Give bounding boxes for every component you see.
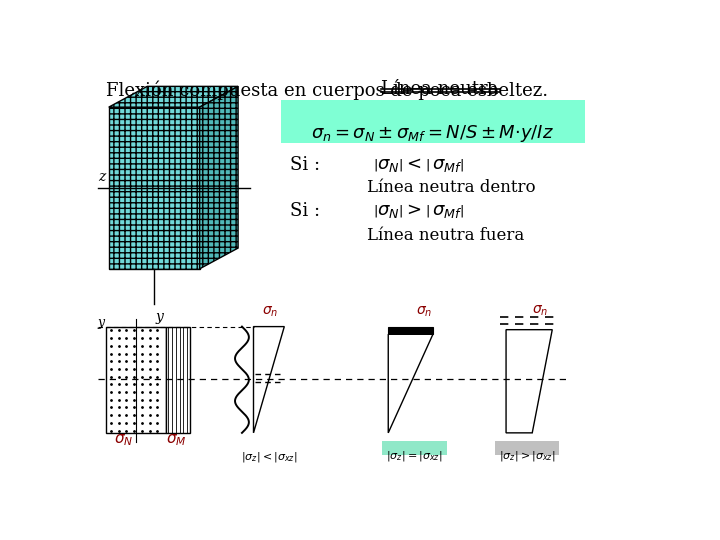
Text: Línea neutra dentro: Línea neutra dentro — [367, 179, 536, 196]
Text: $\sigma_n$: $\sigma_n$ — [262, 305, 279, 320]
Polygon shape — [388, 334, 433, 433]
Bar — [106, 327, 166, 433]
Text: $|\sigma_z|>|\sigma_{xz}|$: $|\sigma_z|>|\sigma_{xz}|$ — [498, 449, 555, 463]
Polygon shape — [109, 86, 238, 107]
Text: $\sigma_n$: $\sigma_n$ — [532, 303, 548, 318]
Text: Si :: Si : — [290, 202, 320, 220]
Bar — [166, 327, 190, 433]
Polygon shape — [199, 86, 238, 269]
Text: y: y — [156, 309, 163, 323]
Text: $\sigma_n$: $\sigma_n$ — [416, 305, 433, 320]
Text: $|\sigma_z|=|\sigma_{xz}|$: $|\sigma_z|=|\sigma_{xz}|$ — [386, 449, 443, 463]
Polygon shape — [506, 330, 552, 433]
Text: Flexión compuesta en cuerpos de poca esbeltez.: Flexión compuesta en cuerpos de poca esb… — [106, 80, 559, 100]
FancyBboxPatch shape — [495, 441, 559, 455]
Text: Línea neutra fuera: Línea neutra fuera — [367, 226, 525, 244]
FancyBboxPatch shape — [382, 441, 447, 455]
FancyBboxPatch shape — [282, 100, 585, 143]
Text: $|\sigma_z| < |\sigma_{xz}|$: $|\sigma_z| < |\sigma_{xz}|$ — [240, 450, 297, 464]
Text: Línea neutra: Línea neutra — [381, 80, 498, 98]
Text: y: y — [98, 316, 105, 329]
Text: z: z — [98, 170, 105, 184]
Polygon shape — [109, 107, 199, 269]
Polygon shape — [253, 327, 284, 433]
Text: $\sigma_N$: $\sigma_N$ — [114, 433, 134, 448]
Text: $\left|\sigma_N\right| < \left|\,\sigma_{Mf}\right|$: $\left|\sigma_N\right| < \left|\,\sigma_… — [373, 156, 464, 174]
Text: $\left|\sigma_N\right| > \left|\,\sigma_{Mf}\right|$: $\left|\sigma_N\right| > \left|\,\sigma_… — [373, 202, 464, 220]
Text: $\sigma_M$: $\sigma_M$ — [166, 433, 186, 448]
Bar — [388, 327, 433, 334]
Text: $\sigma_n= \sigma_N \pm \sigma_{Mf}= N/S \pm M{\cdot}y/Iz$: $\sigma_n= \sigma_N \pm \sigma_{Mf}= N/S… — [312, 123, 554, 144]
Text: Si :: Si : — [290, 156, 320, 174]
